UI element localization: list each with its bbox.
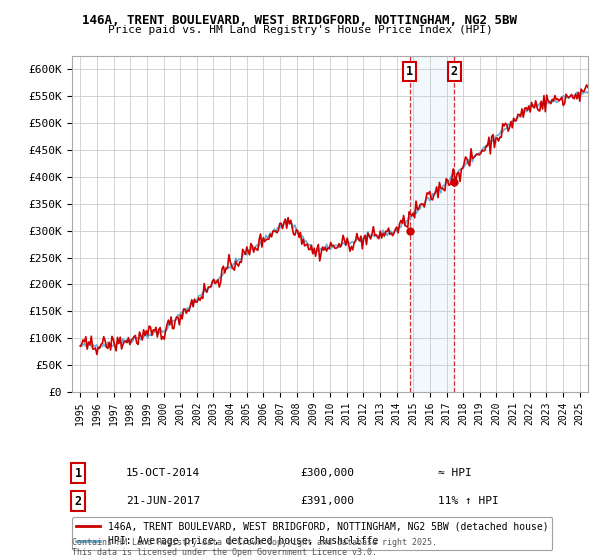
Text: Price paid vs. HM Land Registry's House Price Index (HPI): Price paid vs. HM Land Registry's House … bbox=[107, 25, 493, 35]
Text: £300,000: £300,000 bbox=[300, 468, 354, 478]
Bar bbox=[410, 56, 454, 392]
Text: 21-JUN-2017: 21-JUN-2017 bbox=[126, 496, 200, 506]
Text: 2: 2 bbox=[451, 64, 458, 77]
Text: 11% ↑ HPI: 11% ↑ HPI bbox=[438, 496, 499, 506]
Text: Contains HM Land Registry data © Crown copyright and database right 2025.
This d: Contains HM Land Registry data © Crown c… bbox=[72, 538, 437, 557]
Text: 1: 1 bbox=[74, 466, 82, 480]
Text: 146A, TRENT BOULEVARD, WEST BRIDGFORD, NOTTINGHAM, NG2 5BW: 146A, TRENT BOULEVARD, WEST BRIDGFORD, N… bbox=[83, 14, 517, 27]
Text: ≈ HPI: ≈ HPI bbox=[438, 468, 472, 478]
Text: 2: 2 bbox=[74, 494, 82, 508]
Legend: 146A, TRENT BOULEVARD, WEST BRIDGFORD, NOTTINGHAM, NG2 5BW (detached house), HPI: 146A, TRENT BOULEVARD, WEST BRIDGFORD, N… bbox=[72, 517, 553, 550]
Text: 1: 1 bbox=[406, 64, 413, 77]
Text: 15-OCT-2014: 15-OCT-2014 bbox=[126, 468, 200, 478]
Text: £391,000: £391,000 bbox=[300, 496, 354, 506]
